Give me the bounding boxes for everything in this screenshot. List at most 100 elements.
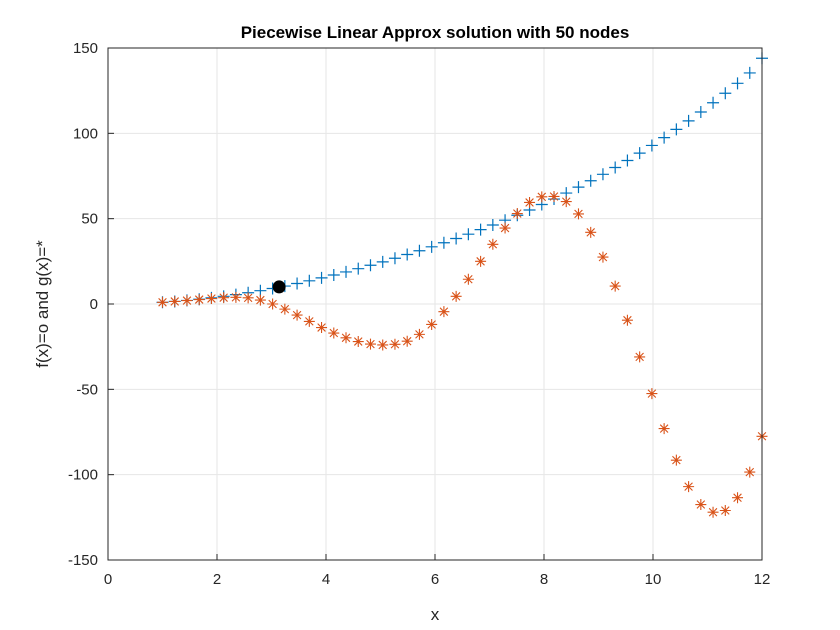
asterisk-marker (511, 208, 523, 220)
asterisk-marker (316, 322, 328, 334)
asterisk-marker (536, 191, 548, 203)
plus-marker (584, 174, 597, 187)
asterisk-marker (352, 336, 364, 348)
asterisk-marker (670, 454, 682, 466)
asterisk-marker (413, 328, 425, 340)
x-tick-label: 0 (104, 571, 112, 588)
asterisk-marker (254, 294, 266, 306)
plus-marker (731, 77, 744, 90)
asterisk-marker (401, 335, 413, 347)
x-axis-label: x (431, 605, 440, 624)
series-asterisk (157, 190, 768, 518)
plus-marker (364, 259, 377, 272)
asterisk-marker (291, 309, 303, 321)
asterisk-marker (377, 339, 389, 351)
plus-marker (425, 240, 438, 253)
plus-marker (303, 274, 316, 287)
asterisk-marker (230, 291, 242, 303)
asterisk-marker (560, 196, 572, 208)
asterisk-marker (303, 315, 315, 327)
asterisk-marker (205, 293, 217, 305)
plus-marker (291, 277, 304, 290)
plus-marker (743, 66, 756, 79)
asterisk-marker (683, 481, 695, 493)
asterisk-marker (524, 196, 536, 208)
plus-marker (694, 106, 707, 118)
plus-marker (376, 255, 389, 268)
x-tick-label: 6 (431, 571, 439, 588)
asterisk-marker (340, 332, 352, 344)
plus-marker (437, 236, 450, 249)
asterisk-marker (193, 294, 205, 306)
asterisk-marker (646, 388, 658, 400)
y-tick-label: 150 (73, 40, 98, 57)
plus-marker (388, 252, 401, 265)
asterisk-marker (242, 292, 254, 304)
plus-marker (707, 96, 720, 109)
asterisk-marker (426, 318, 438, 330)
asterisk-marker (364, 338, 376, 350)
asterisk-marker (548, 190, 560, 202)
asterisk-marker (157, 296, 168, 308)
asterisk-marker (609, 280, 621, 292)
asterisk-marker (585, 226, 597, 238)
plus-marker (474, 223, 487, 236)
ticks: 0 2 4 6 8 10 12 -150 -100 -50 0 50 100 150 (68, 40, 770, 588)
asterisk-marker (487, 238, 499, 250)
plus-marker (486, 218, 499, 231)
plus-marker (462, 228, 475, 241)
x-tick-label: 4 (322, 571, 330, 588)
asterisk-marker (719, 505, 731, 517)
asterisk-marker (267, 298, 279, 310)
plus-marker (596, 168, 609, 181)
asterisk-marker (181, 295, 193, 307)
asterisk-marker (744, 466, 756, 478)
x-tick-label: 8 (540, 571, 548, 588)
plus-marker (658, 131, 671, 144)
plus-marker (315, 271, 328, 284)
asterisk-marker (328, 327, 340, 339)
plus-marker (327, 268, 340, 281)
plus-marker (682, 114, 695, 127)
plus-marker (450, 232, 463, 245)
series-dot (272, 280, 286, 294)
asterisk-marker (279, 303, 291, 315)
plus-marker (352, 262, 365, 275)
y-tick-label: 50 (81, 211, 98, 228)
asterisk-marker (218, 292, 230, 304)
plus-marker (572, 181, 585, 194)
y-axis-label: f(x)=o and g(x)=* (33, 240, 52, 368)
asterisk-marker (732, 492, 744, 504)
dot-marker (272, 280, 286, 294)
asterisk-marker (389, 338, 401, 350)
asterisk-marker (572, 208, 584, 220)
plus-marker (633, 147, 646, 160)
x-tick-label: 2 (213, 571, 221, 588)
asterisk-marker (438, 306, 450, 318)
y-tick-label: -100 (68, 467, 98, 484)
plus-marker (609, 161, 622, 174)
plus-marker (340, 265, 353, 278)
y-tick-label: 100 (73, 125, 98, 142)
plus-marker (413, 244, 426, 257)
asterisk-marker (597, 251, 609, 263)
asterisk-marker (621, 314, 633, 326)
y-tick-label: -50 (76, 381, 98, 398)
asterisk-marker (707, 506, 719, 518)
series-layer (156, 52, 768, 518)
y-tick-label: -150 (68, 552, 98, 569)
asterisk-marker (475, 255, 487, 267)
plus-marker (719, 87, 732, 100)
asterisk-marker (499, 222, 511, 234)
plus-marker (670, 123, 683, 136)
plus-marker (401, 248, 414, 261)
x-tick-label: 10 (645, 571, 662, 588)
y-tick-label: 0 (90, 296, 98, 313)
x-tick-label: 12 (754, 571, 771, 588)
asterisk-marker (634, 351, 646, 363)
asterisk-marker (658, 423, 670, 435)
asterisk-marker (169, 295, 181, 307)
asterisk-marker (450, 290, 462, 302)
chart-title: Piecewise Linear Approx solution with 50… (241, 23, 630, 42)
